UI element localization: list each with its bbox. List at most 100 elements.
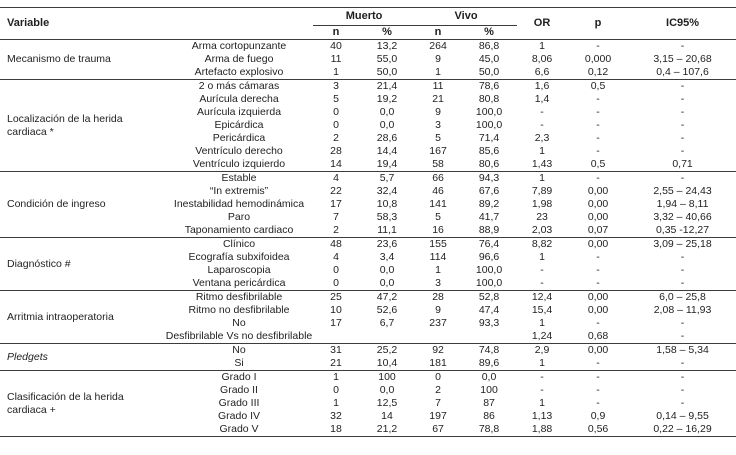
muerto-n: 28 <box>330 145 342 157</box>
muerto-pct: 0,0 <box>379 277 395 289</box>
or-value: - <box>540 106 544 118</box>
vivo-pct: 80,8 <box>478 93 500 105</box>
row-label: Si <box>234 357 244 369</box>
ic95-value: - <box>680 330 685 342</box>
vivo-n: 5 <box>435 132 441 144</box>
p-value: 0,00 <box>587 198 609 210</box>
vivo-pct: 74,8 <box>461 343 518 357</box>
muerto-pct: 19,4 <box>376 158 398 170</box>
p-value: - <box>567 171 630 185</box>
p-value: 0,00 <box>567 290 630 304</box>
variable-group-label: Clasificación de la herida cardiaca + <box>0 370 165 437</box>
muerto-pct: 19,2 <box>376 93 398 105</box>
or-value: 2,3 <box>534 132 550 144</box>
vivo-n: 181 <box>429 357 447 369</box>
vivo-pct: 67,6 <box>478 185 500 197</box>
ic95-value: - <box>680 93 685 105</box>
vivo-n: 155 <box>415 237 462 251</box>
col-header-or: OR <box>517 7 568 40</box>
vivo-n: 197 <box>429 410 447 422</box>
table-row: Inestabilidad hemodinámica 17 10,8 141 89,2 1… <box>0 198 736 211</box>
table-row: Desfibrilable Vs no desfibrilable 1,24 0,6… <box>0 330 736 344</box>
muerto-n: 5 <box>333 93 339 105</box>
table-row: Artefacto explosivo 1 50,0 1 50,0 6,6 0,12 0,4 … <box>0 66 736 80</box>
muerto-pct: 12,5 <box>376 397 398 409</box>
row-label: Inestabilidad hemodinámica <box>173 198 305 210</box>
p-value: - <box>596 397 600 409</box>
row-label: Pericárdica <box>212 132 266 144</box>
or-value: 23 <box>536 211 548 223</box>
muerto-pct: 14 <box>381 410 393 422</box>
muerto-pct: 58,3 <box>376 211 398 223</box>
vivo-pct: 100,0 <box>475 277 503 289</box>
muerto-n: 40 <box>313 39 360 53</box>
vivo-n: 67 <box>432 423 444 435</box>
p-value: 0,00 <box>587 211 609 223</box>
row-label: Arma cortopunzante <box>165 39 314 53</box>
table-row: “In extremis” 22 32,4 46 67,6 7,89 0,00 2,55 – … <box>0 185 736 198</box>
row-label: “In extremis” <box>209 185 269 197</box>
vivo-pct: 88,9 <box>478 224 500 236</box>
table-row: Grado III 1 12,5 7 87 1 - - <box>0 397 736 410</box>
row-label: Estable <box>165 171 314 185</box>
muerto-pct: 10,4 <box>376 357 398 369</box>
vivo-pct: 41,7 <box>478 211 500 223</box>
vivo-pct: 78,8 <box>478 423 500 435</box>
muerto-n: 0 <box>333 119 339 131</box>
muerto-n: 0 <box>333 106 339 118</box>
ic95-value: 2,55 – 24,43 <box>653 185 712 197</box>
ic95-value: - <box>680 145 685 157</box>
ic95-value: - <box>629 79 736 93</box>
vivo-pct: 71,4 <box>478 132 500 144</box>
muerto-n: 18 <box>330 423 342 435</box>
vivo-n: 66 <box>415 171 462 185</box>
muerto-pct: 0,0 <box>379 119 395 131</box>
vivo-n: 46 <box>432 185 444 197</box>
col-header-vivo: Vivo <box>415 7 518 26</box>
table-row: Ventrículo derecho 28 14,4 167 85,6 1 - - <box>0 145 736 158</box>
vivo-n: 21 <box>432 93 444 105</box>
or-value: 1 <box>517 171 568 185</box>
table-row: Grado II 0 0,0 2 100 - - - <box>0 384 736 397</box>
variable-group-label: Diagnóstico # <box>0 237 165 291</box>
table-row: Grado V 18 21,2 67 78,8 1,88 0,56 0,22 – 16,29 <box>0 423 736 437</box>
table-row: Ventana pericárdica 0 0,0 3 100,0 - - - <box>0 277 736 291</box>
row-label: Ventrículo izquierdo <box>192 158 286 170</box>
vivo-pct: 76,4 <box>461 237 518 251</box>
vivo-n: 141 <box>429 198 447 210</box>
vivo-n <box>415 330 461 344</box>
table-row: No 17 6,7 237 93,3 1 - - <box>0 317 736 330</box>
table-row: Laparoscopia 0 0,0 1 100,0 - - - <box>0 264 736 277</box>
vivo-pct: 89,2 <box>478 198 500 210</box>
p-value: - <box>596 145 600 157</box>
vivo-pct: 93,3 <box>478 317 500 329</box>
p-value: 0,00 <box>587 185 609 197</box>
ic95-value: - <box>680 384 685 396</box>
vivo-n: 237 <box>429 317 447 329</box>
or-value: 12,4 <box>517 290 568 304</box>
ic95-value: 1,58 – 5,34 <box>629 343 736 357</box>
vivo-n: 28 <box>415 290 462 304</box>
table-row: Mecanismo de trauma Arma cortopunzante 40 1… <box>0 39 736 80</box>
p-value: - <box>596 384 600 396</box>
or-value: - <box>540 277 544 289</box>
row-label: 2 o más cámaras <box>165 79 314 93</box>
vivo-pct: 80,6 <box>478 158 500 170</box>
ic95-value: - <box>680 357 685 369</box>
col-header-muerto-n: n <box>313 25 360 40</box>
row-label: Ventana pericárdica <box>192 277 286 289</box>
col-header-muerto-pct: % <box>359 25 416 40</box>
vivo-pct: 89,6 <box>478 357 500 369</box>
or-value: 1,98 <box>531 198 553 210</box>
vivo-pct: 96,6 <box>478 251 500 263</box>
vivo-pct: 47,4 <box>478 304 500 316</box>
or-value: 8,82 <box>517 237 568 251</box>
muerto-n: 1 <box>333 397 339 409</box>
variable-group: Diagnóstico # Clínico 48 23,6 155 76,4 8,82 0,0… <box>0 237 736 291</box>
ic95-value: - <box>680 264 685 276</box>
vivo-pct: 94,3 <box>461 171 518 185</box>
table-row: Aurícula derecha 5 19,2 21 80,8 1,4 - - <box>0 93 736 106</box>
muerto-pct: 11,1 <box>377 224 397 236</box>
p-value: 0,12 <box>587 66 609 78</box>
col-header-p: p <box>567 7 630 40</box>
